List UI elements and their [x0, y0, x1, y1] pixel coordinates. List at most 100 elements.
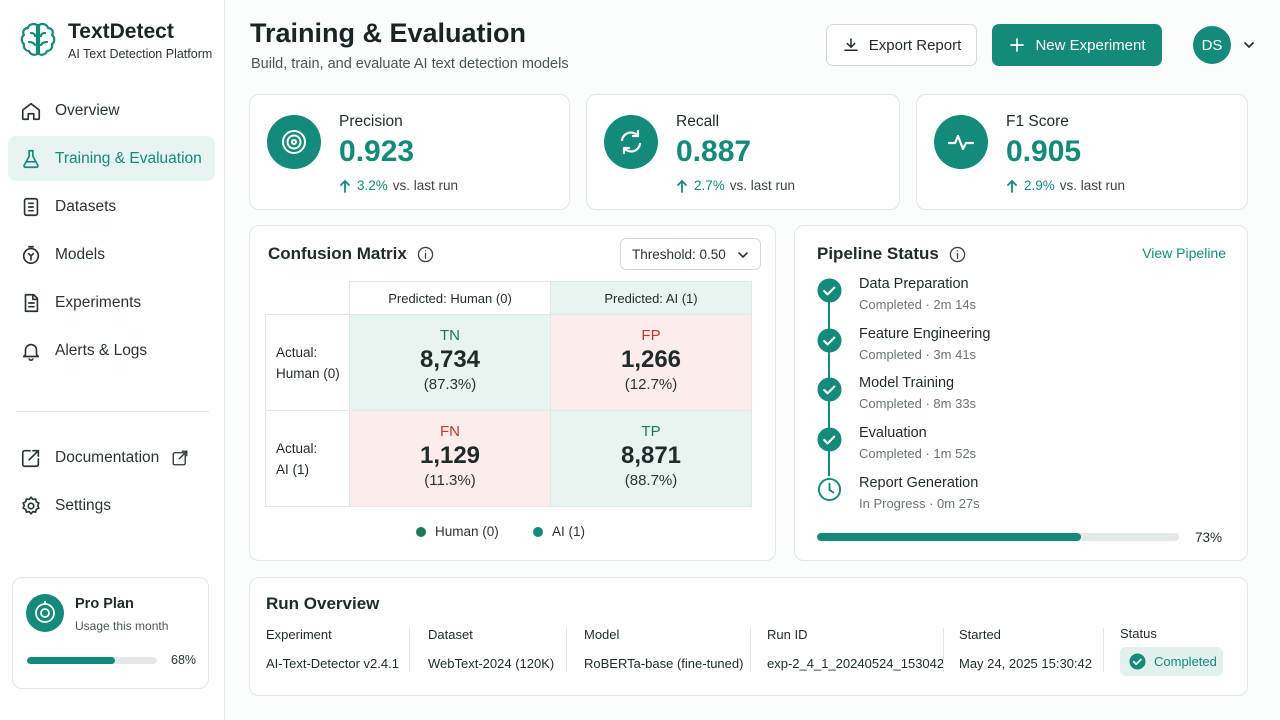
legend-label: Human (0)	[435, 524, 499, 539]
matrix-cell-tp[interactable]: TP 8,871 (88.7%)	[550, 410, 752, 507]
step-meta: Completed · 8m 33s	[859, 396, 977, 411]
new-experiment-label: New Experiment	[1035, 36, 1146, 54]
check-circle-icon	[1129, 653, 1146, 670]
matrix-cell-fp[interactable]: FP 1,266 (12.7%)	[550, 314, 752, 411]
target-icon	[267, 115, 321, 169]
status-badge-label: Completed	[1154, 654, 1217, 669]
run-field-label: Experiment	[266, 627, 332, 642]
run-overview-title: Run Overview	[266, 594, 380, 613]
pipeline-status-card: Pipeline Status View Pipeline Data Prepa…	[794, 225, 1248, 561]
brand[interactable]: TextDetect AI Text Detection Platform	[16, 18, 212, 62]
external-link-icon	[172, 450, 188, 465]
cell-count: 8,734	[419, 346, 481, 373]
run-field-model: Model RoBERTa-base (fine-tuned)	[584, 627, 743, 673]
metric-label: Recall	[676, 113, 720, 130]
check-circle-icon	[817, 278, 842, 303]
sidebar-item-datasets[interactable]: Datasets	[8, 184, 215, 229]
cell-percent: (88.7%)	[624, 472, 678, 489]
check-circle-icon	[817, 328, 842, 353]
flask-icon	[23, 149, 39, 168]
cell-percent: (12.7%)	[624, 376, 678, 393]
row-header-line1: Actual:	[276, 344, 318, 360]
export-report-button[interactable]: Export Report	[826, 24, 977, 66]
avatar[interactable]: DS	[1193, 26, 1231, 64]
gear-icon	[22, 495, 40, 515]
pulse-icon	[934, 115, 988, 169]
matrix-cell-tn[interactable]: TN 8,734 (87.3%)	[349, 314, 551, 411]
metric-label: F1 Score	[1006, 113, 1069, 130]
pipeline-progress-fill	[817, 533, 1082, 541]
export-report-label: Export Report	[868, 36, 962, 54]
run-field-label: Status	[1120, 626, 1157, 641]
row-header-line2: AI (1)	[276, 461, 310, 477]
cell-count: 1,266	[620, 346, 682, 373]
sidebar-divider	[16, 411, 209, 412]
sidebar-item-label: Overview	[55, 101, 120, 119]
page-title: Training & Evaluation	[250, 18, 527, 48]
run-field-value: exp-2_4_1_20240524_153042	[767, 656, 945, 671]
legend-dot	[416, 526, 426, 537]
metric-delta-value: 2.9%	[1024, 178, 1055, 193]
run-divider	[566, 628, 567, 672]
chevron-down-icon[interactable]	[1242, 38, 1256, 52]
threshold-select[interactable]: Threshold: 0.50	[620, 238, 761, 270]
cell-abbr: FP	[641, 327, 661, 344]
metric-delta-value: 3.2%	[357, 178, 388, 193]
new-experiment-button[interactable]: New Experiment	[992, 24, 1162, 66]
plan-subtitle: Usage this month	[75, 619, 169, 633]
cell-abbr: TN	[440, 327, 460, 344]
sidebar-item-experiments[interactable]: Experiments	[8, 280, 215, 325]
sidebar-nav: Overview Training & Evaluation Datasets …	[8, 88, 215, 376]
info-icon[interactable]	[949, 246, 966, 263]
status-badge: Completed	[1120, 647, 1223, 676]
confusion-matrix-title: Confusion Matrix	[268, 244, 434, 264]
plan-usage-percent: 68%	[171, 653, 197, 667]
step-name: Feature Engineering	[859, 326, 991, 342]
metric-delta-value: 2.7%	[694, 178, 725, 193]
chevron-down-icon	[738, 252, 748, 259]
sidebar-item-overview[interactable]: Overview	[8, 88, 215, 133]
sidebar-item-documentation[interactable]: Documentation	[8, 435, 215, 480]
plan-card[interactable]: Pro Plan Usage this month 68%	[12, 577, 209, 689]
sidebar-item-training-evaluation[interactable]: Training & Evaluation	[8, 136, 215, 181]
step-meta: Completed · 1m 52s	[859, 446, 977, 461]
arrow-up-icon	[340, 179, 350, 193]
run-field-dataset: Dataset WebText-2024 (120K)	[428, 627, 554, 673]
pipeline-progress-bar	[817, 533, 1179, 541]
sidebar-secondary-nav: Documentation Settings	[8, 435, 215, 531]
document-icon	[23, 197, 39, 216]
info-icon[interactable]	[417, 246, 434, 263]
run-field-started: Started May 24, 2025 15:30:42	[959, 627, 1092, 673]
matrix-cell-fn[interactable]: FN 1,129 (11.3%)	[349, 410, 551, 507]
download-icon	[843, 38, 858, 51]
metric-card-recall: Recall 0.887 2.7% vs. last run	[586, 94, 900, 210]
metric-delta-suffix: vs. last run	[392, 178, 459, 193]
run-field-run-id: Run ID exp-2_4_1_20240524_153042	[767, 627, 944, 673]
run-field-status: Status Completed	[1120, 626, 1223, 676]
run-field-label: Model	[584, 627, 620, 642]
run-field-label: Dataset	[428, 627, 473, 642]
refresh-icon	[604, 115, 658, 169]
pipeline-status-title-text: Pipeline Status	[817, 244, 939, 263]
check-circle-icon	[817, 427, 842, 452]
legend-item-human: Human (0)	[416, 524, 499, 539]
legend-dot	[533, 526, 543, 537]
plan-usage-fill	[27, 657, 116, 664]
sidebar-item-alerts-logs[interactable]: Alerts & Logs	[8, 328, 215, 373]
sidebar-item-models[interactable]: Models	[8, 232, 215, 277]
run-divider	[409, 628, 410, 672]
sidebar-item-label: Documentation	[55, 448, 160, 466]
view-pipeline-link[interactable]: View Pipeline	[1142, 245, 1226, 261]
pipeline-progress-percent: 73%	[1195, 530, 1223, 545]
matrix-col-header-ai: Predicted: AI (1)	[550, 281, 752, 315]
arrow-up-icon	[677, 179, 687, 193]
run-field-value: WebText-2024 (120K)	[428, 656, 555, 671]
plus-icon	[1010, 38, 1025, 52]
metric-label: Precision	[339, 113, 403, 130]
metric-delta-suffix: vs. last run	[1059, 178, 1126, 193]
metric-value: 0.887	[676, 135, 752, 168]
cell-abbr: FN	[440, 423, 460, 440]
sidebar-item-settings[interactable]: Settings	[8, 483, 215, 528]
clock-icon	[817, 477, 842, 502]
run-field-value: May 24, 2025 15:30:42	[959, 656, 1092, 671]
